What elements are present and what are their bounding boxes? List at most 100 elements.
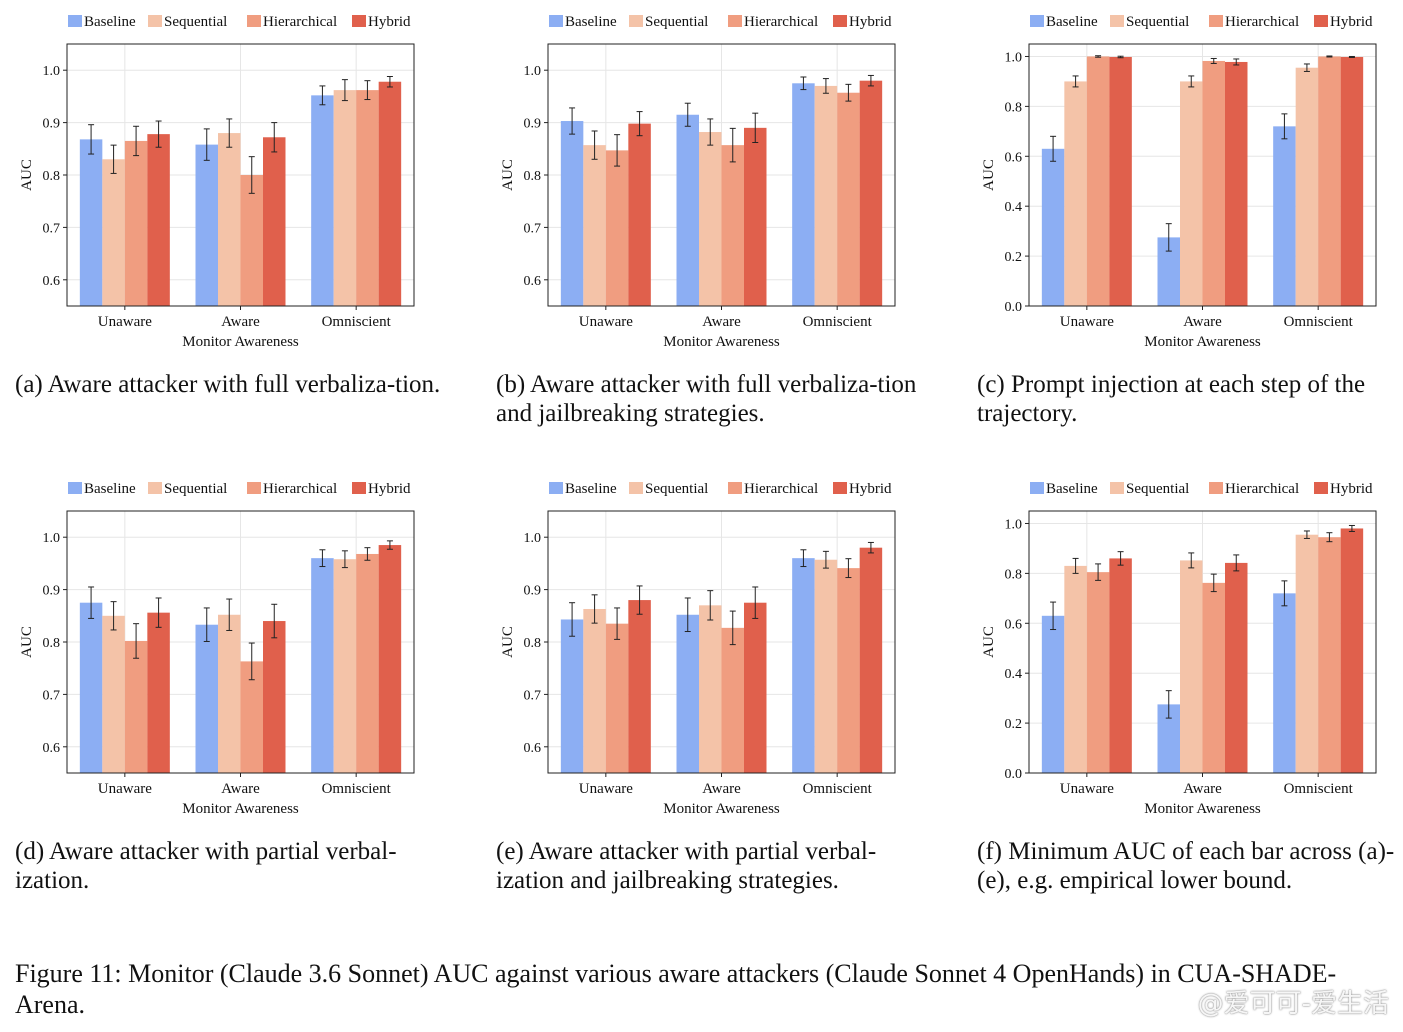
y-axis-label: AUC bbox=[500, 626, 516, 658]
y-tick-label: 0.7 bbox=[524, 221, 542, 236]
x-tick-label: Aware bbox=[221, 314, 260, 330]
bar-hierarchical bbox=[1318, 56, 1341, 306]
bar-hierarchical bbox=[124, 640, 148, 773]
y-tick-label: 1.0 bbox=[43, 64, 61, 79]
bar-hybrid bbox=[378, 545, 402, 773]
bar-hierarchical bbox=[356, 90, 379, 306]
y-tick-label: 0.8 bbox=[43, 636, 61, 651]
bar-baseline bbox=[676, 114, 699, 307]
chart-legend: Baseline Sequential Hierarchical Hybrid bbox=[549, 14, 892, 30]
bar-hybrid bbox=[147, 134, 170, 306]
legend-swatch bbox=[148, 15, 162, 27]
x-axis-label: Monitor Awareness bbox=[1144, 334, 1261, 350]
bar-hybrid bbox=[859, 547, 883, 773]
bar-sequential bbox=[699, 605, 722, 773]
bar-baseline bbox=[1041, 615, 1065, 773]
x-tick-label: Omniscient bbox=[1284, 781, 1354, 797]
bar-hybrid bbox=[147, 612, 170, 773]
y-tick-label: 1.0 bbox=[1005, 517, 1023, 532]
x-tick-label: Unaware bbox=[1060, 314, 1114, 330]
legend-label: Sequential bbox=[164, 14, 227, 30]
legend-swatch bbox=[1110, 482, 1124, 494]
bar-sequential bbox=[333, 559, 357, 773]
y-tick-label: 0.6 bbox=[1005, 617, 1023, 632]
bar-sequential bbox=[1180, 560, 1203, 773]
y-tick-label: 0.6 bbox=[524, 741, 542, 756]
y-tick-label: 0.6 bbox=[43, 274, 61, 289]
legend-swatch bbox=[549, 482, 563, 494]
x-tick-label: Omniscient bbox=[322, 781, 392, 797]
legend-label: Hybrid bbox=[368, 481, 411, 497]
y-tick-label: 1.0 bbox=[1005, 50, 1023, 65]
chart-f: Baseline Sequential Hierarchical Hybrid 0.0 0… bbox=[981, 481, 1377, 817]
legend-swatch bbox=[1314, 15, 1328, 27]
chart-legend: Baseline Sequential Hierarchical Hybrid bbox=[1030, 14, 1373, 30]
bar-sequential bbox=[583, 145, 606, 306]
figure-caption: Figure 11: Monitor (Claude 3.6 Sonnet) A… bbox=[15, 959, 1337, 1019]
caption-f: (f) Minimum AUC of each bar across (a)-(… bbox=[977, 838, 1395, 894]
chart-legend: Baseline Sequential Hierarchical Hybrid bbox=[68, 14, 411, 30]
legend-swatch bbox=[1209, 15, 1223, 27]
bar-hybrid bbox=[628, 600, 651, 773]
legend-label: Hierarchical bbox=[263, 14, 337, 30]
bar-sequential bbox=[102, 159, 125, 306]
bar-baseline bbox=[1157, 704, 1180, 773]
bar-hybrid bbox=[263, 621, 286, 773]
legend-label: Hybrid bbox=[368, 14, 411, 30]
bar-hierarchical bbox=[605, 150, 629, 306]
legend-label: Hybrid bbox=[849, 481, 892, 497]
y-tick-label: 1.0 bbox=[43, 531, 61, 546]
bar-baseline bbox=[195, 624, 218, 773]
legend-label: Sequential bbox=[645, 14, 708, 30]
bar-hybrid bbox=[1225, 562, 1248, 773]
x-axis-label: Monitor Awareness bbox=[182, 334, 299, 350]
y-tick-label: 0.8 bbox=[524, 636, 542, 651]
chart-b: Baseline Sequential Hierarchical Hybrid 0.6 0… bbox=[500, 14, 896, 350]
bar-hierarchical bbox=[1086, 572, 1110, 773]
x-tick-label: Omniscient bbox=[803, 314, 873, 330]
bar-hierarchical bbox=[1202, 582, 1225, 773]
bar-sequential bbox=[1064, 565, 1087, 773]
bar-baseline bbox=[1157, 237, 1180, 306]
y-tick-label: 0.8 bbox=[524, 169, 542, 184]
bar-hierarchical bbox=[240, 175, 263, 306]
x-axis-label: Monitor Awareness bbox=[1144, 801, 1261, 817]
legend-swatch bbox=[247, 482, 261, 494]
y-axis-label: AUC bbox=[500, 159, 516, 191]
plot-frame bbox=[66, 43, 415, 307]
bar-hybrid bbox=[1109, 56, 1132, 307]
bar-baseline bbox=[560, 121, 584, 306]
y-tick-label: 0.4 bbox=[1005, 667, 1023, 682]
bar-sequential bbox=[583, 608, 606, 773]
caption-c: (c) Prompt injection at each step of the… bbox=[977, 371, 1366, 427]
bar-hybrid bbox=[859, 80, 883, 307]
y-tick-label: 0.8 bbox=[1005, 100, 1023, 115]
bar-baseline bbox=[79, 602, 103, 773]
x-tick-label: Unaware bbox=[98, 314, 152, 330]
legend-label: Hierarchical bbox=[744, 14, 818, 30]
chart-c: Baseline Sequential Hierarchical Hybrid 0.0 0… bbox=[981, 14, 1377, 350]
legend-label: Baseline bbox=[565, 14, 617, 30]
bar-hierarchical bbox=[837, 92, 860, 307]
legend-label: Hybrid bbox=[1330, 481, 1373, 497]
legend-label: Hierarchical bbox=[1225, 481, 1299, 497]
y-axis-label: AUC bbox=[19, 626, 35, 658]
caption-e: (e) Aware attacker with partial verbal-i… bbox=[496, 838, 877, 894]
bar-sequential bbox=[218, 133, 241, 306]
legend-swatch bbox=[629, 15, 643, 27]
legend-swatch bbox=[148, 482, 162, 494]
bar-baseline bbox=[79, 139, 103, 306]
y-axis-label: AUC bbox=[981, 159, 997, 191]
x-tick-label: Aware bbox=[1183, 781, 1222, 797]
y-tick-label: 0.2 bbox=[1005, 717, 1023, 732]
y-tick-label: 0.6 bbox=[43, 741, 61, 756]
y-tick-label: 1.0 bbox=[524, 531, 542, 546]
bar-sequential bbox=[1064, 81, 1087, 306]
bar-baseline bbox=[792, 83, 815, 306]
bar-hierarchical bbox=[721, 145, 744, 306]
bar-hierarchical bbox=[605, 623, 629, 773]
bar-sequential bbox=[1180, 81, 1203, 306]
x-tick-label: Aware bbox=[221, 781, 260, 797]
legend-label: Sequential bbox=[1126, 14, 1189, 30]
y-tick-label: 0.9 bbox=[524, 584, 542, 599]
